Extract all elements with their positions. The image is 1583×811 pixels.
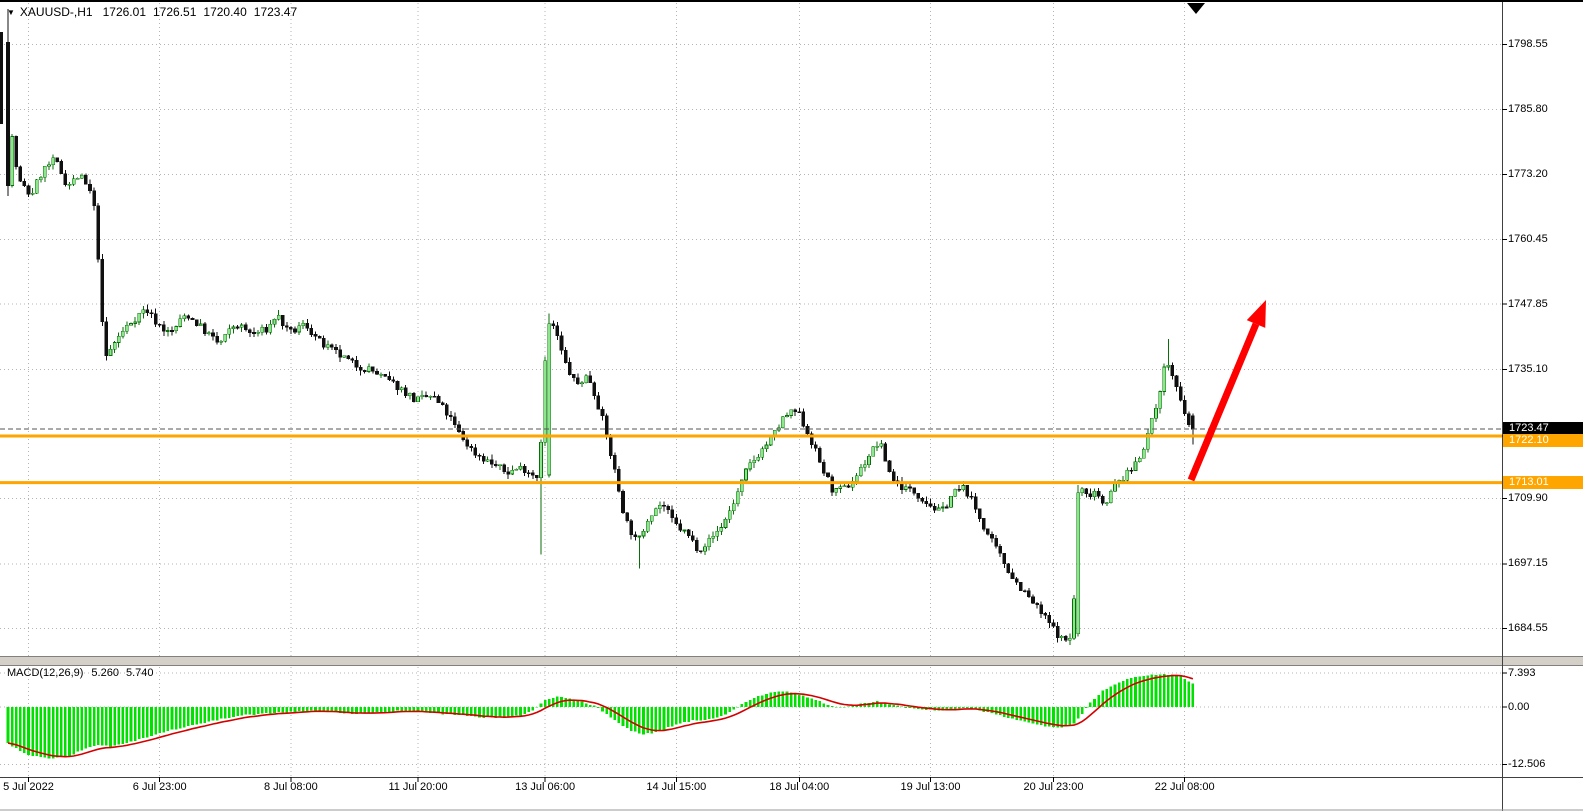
time-tick-label: 5 Jul 2022: [3, 781, 54, 793]
chart-object-marker-icon[interactable]: [1187, 3, 1205, 14]
price-tick-label: 1735.10: [1508, 362, 1548, 375]
time-tick-label: 6 Jul 23:00: [132, 781, 187, 793]
price-tick-label: 1760.45: [1508, 233, 1548, 246]
macd-main-value: 5.260: [91, 667, 119, 679]
macd-signal-line: [7, 674, 1194, 758]
time-tick-label: 11 Jul 20:00: [388, 781, 448, 793]
resistance-price-badge: 1722.10: [1503, 434, 1583, 448]
time-tick-label: 18 Jul 04:00: [769, 781, 830, 793]
collapse-triangle-icon[interactable]: ▼: [7, 7, 15, 17]
high-value: 1726.51: [153, 5, 197, 19]
macd-tick-label: 0.00: [1508, 700, 1530, 713]
price-tick-label: 1709.90: [1508, 492, 1548, 505]
time-tick-label: 20 Jul 23:00: [1023, 781, 1084, 793]
symbol-period-label: XAUUSD-,H1: [19, 5, 93, 19]
close-value: 1723.47: [253, 5, 298, 19]
candles-group: [0, 8, 1195, 645]
trend-arrow-line[interactable]: [1187, 322, 1260, 482]
tick-marks: [28, 43, 1507, 782]
time-tick-label: 13 Jul 06:00: [515, 781, 576, 793]
support-price-badge: 1713.01: [1503, 476, 1583, 490]
symbol-ohlc-header: ▼ XAUUSD-,H1 1726.01 1726.51 1720.40 172…: [7, 5, 304, 19]
grid: [0, 3, 1502, 777]
open-value: 1726.01: [102, 5, 146, 19]
macd-tick-label: -12.506: [1508, 757, 1546, 770]
time-tick-label: 14 Jul 15:00: [646, 781, 707, 793]
price-tick-label: 1798.55: [1508, 37, 1548, 50]
low-value: 1720.40: [203, 5, 247, 19]
current-price-badge: 1723.47: [1503, 421, 1583, 435]
time-tick-label: 19 Jul 13:00: [900, 781, 961, 793]
time-tick-label: 8 Jul 08:00: [263, 781, 318, 793]
time-tick-label: 22 Jul 08:00: [1154, 781, 1215, 793]
trend-arrow-head[interactable]: [1246, 300, 1266, 328]
macd-label: MACD(12,26,9): [7, 667, 84, 679]
price-tick-label: 1747.85: [1508, 297, 1548, 310]
macd-indicator-header: MACD(12,26,9) 5.260 5.740: [7, 667, 160, 679]
macd-signal-value: 5.740: [125, 667, 154, 679]
price-tick-label: 1785.80: [1508, 103, 1548, 116]
price-tick-label: 1773.20: [1508, 167, 1548, 180]
price-tick-label: 1684.55: [1508, 621, 1548, 634]
macd-histogram-group: [6, 673, 1195, 759]
edge-candle: [0, 31, 3, 125]
price-tick-label: 1697.15: [1508, 557, 1548, 570]
macd-tick-label: 7.393: [1508, 666, 1536, 679]
pane-splitter[interactable]: [0, 656, 1583, 666]
